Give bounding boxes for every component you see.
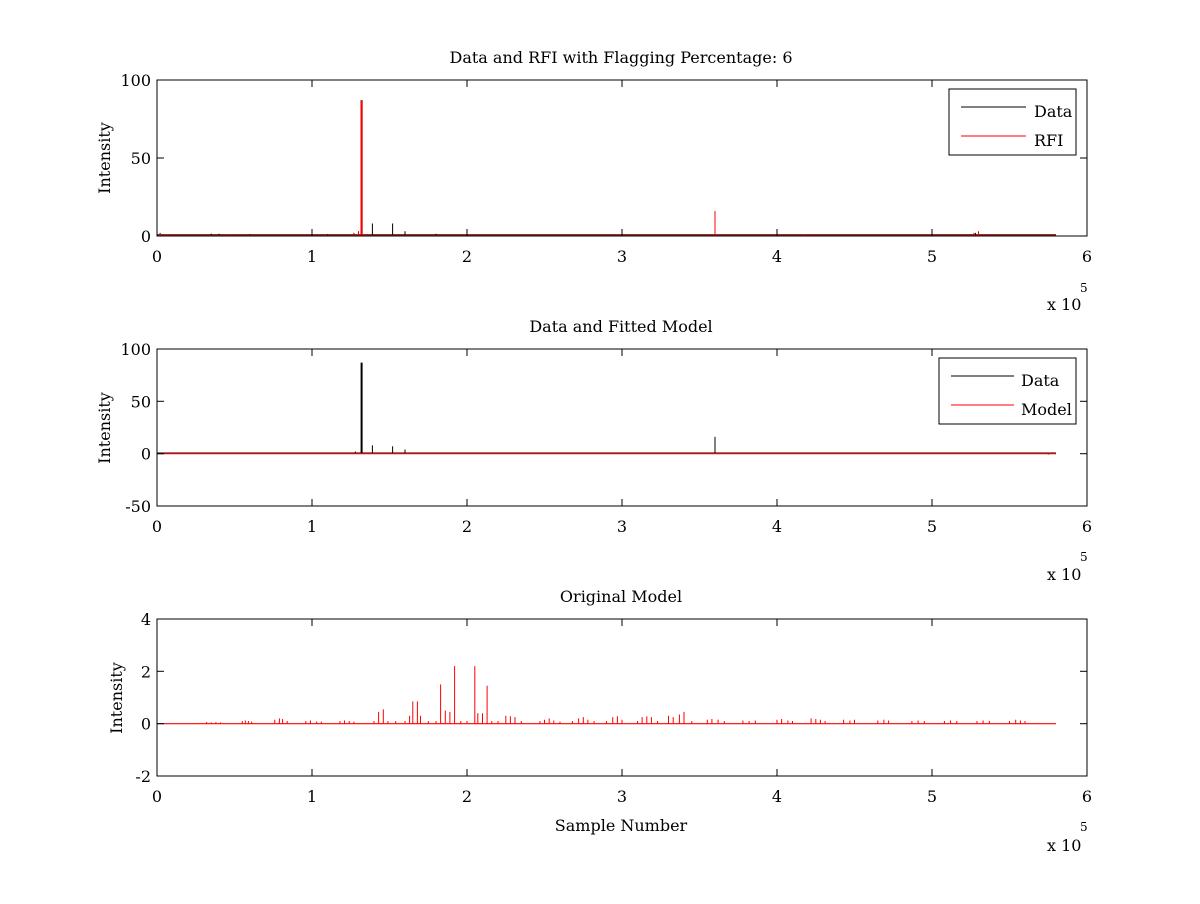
panel-rfi: Data and RFI with Flagging Percentage: 6… xyxy=(95,48,1092,314)
panel-2-xtick-label-5: 5 xyxy=(927,517,937,536)
panel-1-legend: Data RFI xyxy=(948,88,1077,156)
panel-1-xtick-label-0: 0 xyxy=(152,247,162,266)
panel-3-xtick-label-1: 1 xyxy=(307,787,317,806)
panel-2-legend: Data Model xyxy=(938,357,1077,425)
panel-3-xtick-label-2: 2 xyxy=(462,787,472,806)
panel-3-ytick-label-0: -2 xyxy=(135,767,151,786)
panel-1-xtick-label-2: 2 xyxy=(462,247,472,266)
panel-2-legend-box xyxy=(938,357,1077,425)
panel-2-series-model xyxy=(157,453,1056,455)
panel-2-ylabel: Intensity xyxy=(95,392,114,464)
panel-1-ylabel: Intensity xyxy=(95,122,114,194)
panel-1-ytick-label-0: 0 xyxy=(141,227,151,246)
panel-3-title: Original Model xyxy=(560,587,682,606)
panel-3-xtick-label-5: 5 xyxy=(927,787,937,806)
panel-3-ylabel: Intensity xyxy=(107,662,126,734)
panel-2-legend-label-data: Data xyxy=(1021,371,1060,390)
panel-3-xtick-label-0: 0 xyxy=(152,787,162,806)
panel-1-ytick-label-1: 50 xyxy=(131,149,151,168)
panel-2-legend-label-model: Model xyxy=(1021,400,1072,419)
panel-2-marks xyxy=(157,362,1056,455)
panel-2-ytick-label-3: 100 xyxy=(120,340,151,359)
panel-3-series-series xyxy=(157,666,1056,725)
panel-fitted-model: Data and Fitted Model Intensity 0 1 2 3 4 5 6 -… xyxy=(95,317,1092,584)
panel-1-xtick-label-4: 4 xyxy=(772,247,782,266)
panel-2-xtick-label-1: 1 xyxy=(307,517,317,536)
panel-3-ytick-label-3: 4 xyxy=(141,610,151,629)
panel-1-title: Data and RFI with Flagging Percentage: 6 xyxy=(449,48,792,67)
panel-2-xtick-label-0: 0 xyxy=(152,517,162,536)
panel-2-xtick-label-2: 2 xyxy=(462,517,472,536)
panel-1-ticks: 0 1 2 3 4 5 6 0 50 100 xyxy=(120,71,1092,266)
panel-3-xtick-label-4: 4 xyxy=(772,787,782,806)
panel-3-marks xyxy=(157,666,1056,725)
panel-2-xtick-label-6: 6 xyxy=(1082,517,1092,536)
panel-1-xtick-label-3: 3 xyxy=(617,247,627,266)
panel-3-ytick-label-2: 2 xyxy=(141,662,151,681)
panel-2-title: Data and Fitted Model xyxy=(529,317,712,336)
panel-3-ytick-label-1: 0 xyxy=(141,715,151,734)
panel-1-x-exponent: 5 xyxy=(1080,281,1088,295)
panel-2-x-exponent: 5 xyxy=(1080,550,1088,564)
panel-2-x-multiplier: x 10 xyxy=(1047,565,1081,584)
panel-2-xtick-label-4: 4 xyxy=(772,517,782,536)
panel-1-xtick-label-5: 5 xyxy=(927,247,937,266)
panel-1-legend-label-rfi: RFI xyxy=(1034,131,1063,150)
panel-3-xlabel: Sample Number xyxy=(555,816,688,835)
panel-2-ytick-label-2: 50 xyxy=(131,392,151,411)
panel-1-x-multiplier: x 10 xyxy=(1047,295,1081,314)
panel-1-xtick-label-6: 6 xyxy=(1082,247,1092,266)
panel-1-legend-box xyxy=(948,88,1077,156)
panel-1-xtick-label-1: 1 xyxy=(307,247,317,266)
panel-3-xtick-label-3: 3 xyxy=(617,787,627,806)
panel-2-ytick-label-1: 0 xyxy=(141,445,151,464)
panel-1-legend-label-data: Data xyxy=(1034,102,1073,121)
panel-1-ytick-label-2: 100 xyxy=(120,71,151,90)
panel-3-x-exponent: 5 xyxy=(1080,820,1088,834)
panel-3-xtick-label-6: 6 xyxy=(1082,787,1092,806)
panel-3-x-multiplier: x 10 xyxy=(1047,836,1081,855)
panel-2-xtick-label-3: 3 xyxy=(617,517,627,536)
panel-2-ytick-label-0: -50 xyxy=(125,497,151,516)
